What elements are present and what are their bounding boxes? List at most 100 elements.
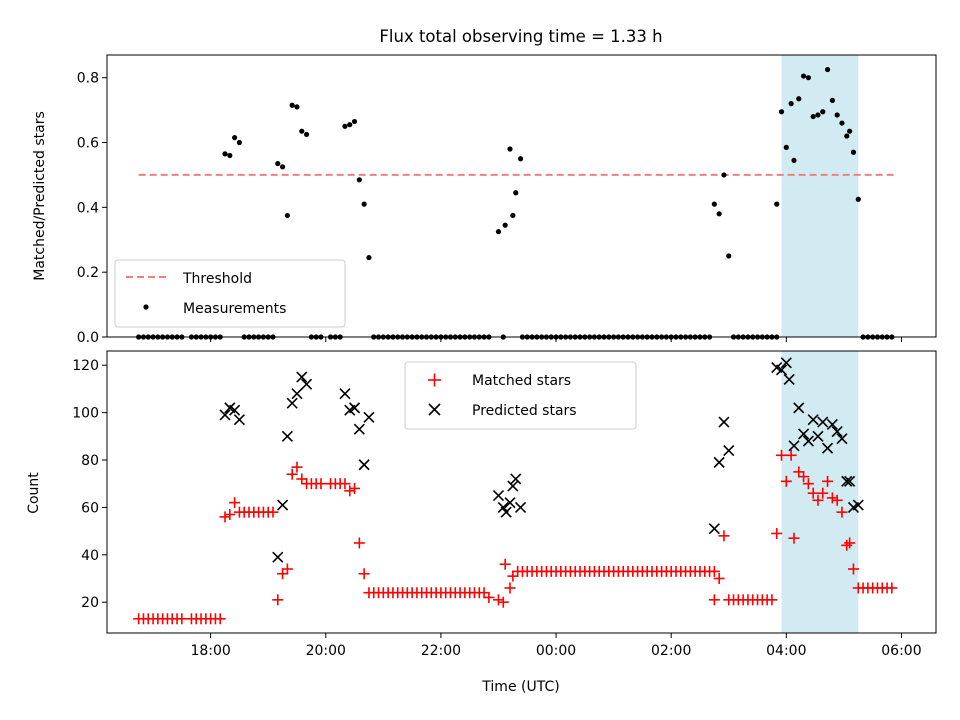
measurement-point: [351, 118, 358, 125]
figure-title: Flux total observing time = 1.33 h: [379, 27, 662, 46]
legend-predicted-swatch: [428, 403, 441, 416]
matched-star-point: [708, 594, 720, 606]
predicted-star-point: [793, 402, 805, 414]
measurement-point: [227, 152, 233, 159]
x-axis-label: Time (UTC): [481, 679, 559, 695]
predicted-star-point: [841, 475, 853, 487]
predicted-star-point: [788, 440, 800, 452]
matched-star-point: [272, 594, 284, 606]
predicted-star-point: [723, 444, 735, 457]
measurement-point: [774, 201, 780, 207]
matched-star-point: [497, 596, 509, 608]
observing-window-span: [781, 351, 859, 633]
matched-star-point: [224, 509, 236, 521]
measurement-point: [495, 229, 502, 235]
predicted-star-point: [500, 506, 512, 518]
measurement-point: [855, 196, 861, 202]
matched-star-point: [229, 497, 241, 509]
predicted-star-point: [817, 416, 829, 428]
matched-star-point: [492, 594, 504, 606]
x-tick-label: 04:00: [766, 643, 806, 659]
measurement-point: [299, 128, 305, 134]
y-tick-label: 0.6: [77, 136, 99, 152]
predicted-star-point: [229, 404, 241, 416]
measurement-point: [517, 156, 524, 162]
measurement-point: [294, 104, 300, 110]
predicted-star-point: [852, 499, 864, 511]
measurement-point: [236, 139, 243, 146]
predicted-star-point: [844, 475, 856, 487]
measurement-point: [721, 172, 727, 178]
matched-star-point: [771, 527, 783, 539]
ratio-y-axis-label: Matched/Predicted stars: [32, 111, 48, 281]
matched-star-point: [713, 572, 725, 584]
y-tick-label: 40: [81, 548, 99, 564]
matched-star-point: [296, 473, 308, 485]
count-legend: Matched stars Predicted stars: [404, 361, 637, 430]
ratio-legend: Threshold Measurements: [114, 259, 346, 328]
legend-measurements-swatch: [143, 304, 149, 310]
count-legend-box: [404, 361, 637, 430]
matched-star-point: [785, 449, 797, 461]
predicted-star-point: [775, 364, 788, 376]
measurement-point: [275, 160, 281, 167]
y-tick-label: 60: [81, 500, 99, 516]
x-tick-label: 18:00: [190, 643, 230, 659]
predicted-star-point: [718, 416, 730, 428]
predicted-star-point: [286, 397, 298, 409]
predicted-star-point: [348, 402, 361, 414]
count-y-axis-label: Count: [26, 472, 42, 514]
ratio-panel: 0.00.20.40.60.8 Matched/Predicted stars …: [32, 54, 937, 346]
matched-star-point: [708, 565, 720, 577]
y-tick-label: 0.2: [77, 265, 99, 281]
matched-star-point: [844, 537, 856, 549]
matched-star-point: [831, 494, 843, 506]
matched-star-point: [483, 591, 495, 603]
measurement-point: [507, 146, 513, 152]
x-tick-label: 22:00: [421, 643, 461, 659]
count-panel: 20 40 60 80 100 120 18:00 20:00 22:00 00:00 02:00…: [26, 350, 937, 659]
measurement-point: [502, 222, 508, 228]
measurement-point: [796, 96, 802, 102]
predicted-star-point: [802, 435, 814, 447]
measurement-point: [834, 112, 840, 118]
measurement-point: [279, 164, 286, 170]
matched-star-point: [802, 478, 814, 490]
matched-star-point: [826, 492, 838, 504]
predicted-star-point: [363, 411, 375, 423]
matched-star-point: [315, 478, 327, 490]
matched-star-point: [277, 568, 289, 580]
legend-measurements-label: Measurements: [183, 301, 286, 317]
matched-star-point: [886, 582, 898, 594]
predicted-star-point: [713, 456, 725, 468]
predicted-star-point: [291, 388, 303, 400]
predicted-star-point: [233, 414, 245, 426]
predicted-star-point: [219, 409, 231, 421]
predicted-star-point: [504, 497, 516, 509]
predicted-star-point: [831, 426, 843, 438]
measurement-point: [513, 190, 519, 196]
ratio-legend-box: [114, 259, 346, 328]
measurement-point: [820, 109, 826, 115]
predicted-star-point: [277, 499, 289, 511]
matched-star-point: [478, 587, 490, 599]
x-tick-label: 20:00: [306, 643, 346, 659]
predicted-star-point: [822, 442, 834, 454]
matched-star-point: [214, 613, 226, 625]
measurement-point: [289, 102, 295, 108]
measurement-point: [284, 212, 290, 219]
measurement-point: [711, 201, 717, 207]
ratio-panel-frame: [106, 54, 937, 338]
measurement-point: [850, 149, 857, 155]
measurement-point: [361, 201, 367, 207]
measurement-point: [824, 66, 831, 73]
predicted-star-point: [836, 433, 848, 445]
matched-star-point: [766, 594, 778, 606]
y-tick-label: 100: [72, 406, 99, 422]
x-tick-label: 00:00: [536, 643, 576, 659]
predicted-star-point: [358, 459, 370, 471]
measurement-point: [829, 97, 835, 103]
y-tick-label: 80: [81, 453, 99, 469]
measurement-point: [778, 109, 785, 115]
